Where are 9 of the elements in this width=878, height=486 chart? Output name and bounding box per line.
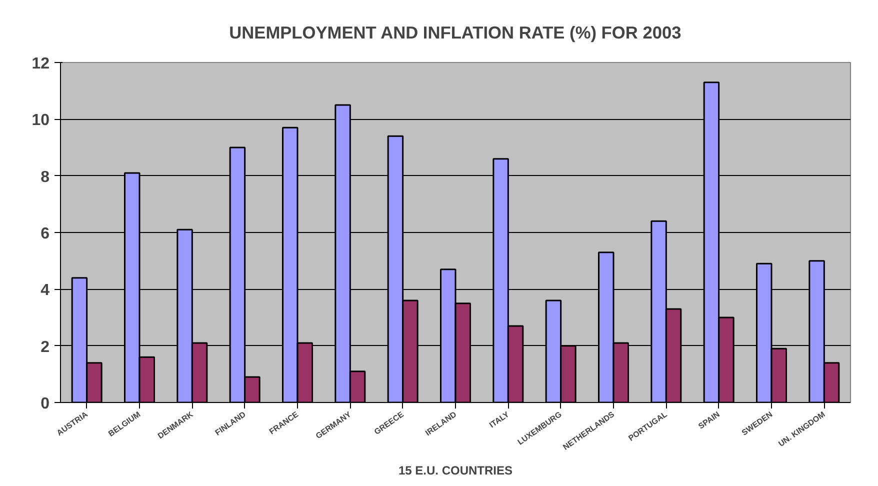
y-tick-label: 4 — [40, 282, 50, 300]
y-tick-label: 0 — [40, 396, 50, 412]
y-tick-label: 12 — [32, 56, 50, 72]
y-tick-label: 2 — [40, 338, 50, 356]
chart-title: UNEMPLOYMENT AND INFLATION RATE (%) FOR 2003 — [229, 22, 682, 42]
y-tick-label: 10 — [32, 112, 50, 130]
y-tick-label: 8 — [40, 168, 50, 186]
y-tick-label: 6 — [40, 226, 50, 242]
x-axis-title: 15 E.U. COUNTRIES — [398, 464, 513, 478]
